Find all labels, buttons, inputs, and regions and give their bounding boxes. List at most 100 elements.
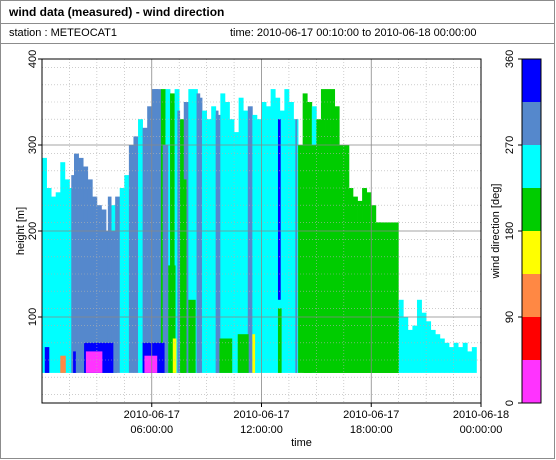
data-column-44	[243, 110, 249, 373]
data-column-93	[467, 351, 473, 373]
data-column-52	[279, 110, 285, 373]
x-tick-label-12-time: 12:00:00	[240, 424, 283, 436]
data-patch-16	[349, 222, 399, 373]
data-column-54	[288, 102, 294, 373]
data-column-51	[275, 97, 281, 373]
x-tick-label-24-time: 00:00:00	[460, 424, 503, 436]
data-column-23	[147, 106, 153, 373]
data-patch-11	[188, 299, 196, 373]
x-tick-label-18-time: 18:00:00	[350, 424, 393, 436]
data-column-28	[170, 93, 175, 373]
data-column-17	[119, 188, 125, 373]
info-bar: station : METEOCAT1 time: 2010-06-17 00:…	[1, 24, 554, 44]
x-tick-label-12-date: 2010-06-17	[233, 409, 289, 421]
data-column-86	[435, 334, 441, 373]
data-patch-0	[71, 175, 77, 373]
data-column-3	[55, 192, 61, 373]
colorbar-segment-2	[522, 274, 541, 317]
station-label: station : METEOCAT1	[9, 27, 117, 39]
data-patch-9	[168, 265, 176, 373]
data-column-87	[439, 338, 445, 373]
chart-title: wind data (measured) - wind direction	[9, 5, 225, 19]
colorbar-tick-label-180: 180	[504, 222, 516, 240]
data-patch-24	[172, 338, 177, 373]
data-patch-12	[219, 338, 233, 373]
time-range-label: time: 2010-06-17 00:10:00 to 2010-06-18 …	[230, 27, 477, 39]
data-column-45	[247, 106, 253, 373]
colorbar-tick-label-360: 360	[504, 50, 516, 68]
colorbar-tick-label-270: 270	[504, 136, 516, 154]
data-column-85	[430, 329, 436, 373]
x-axis-label: time	[291, 437, 312, 449]
data-column-81	[412, 325, 418, 373]
y-tick-label-400: 400	[27, 50, 39, 68]
data-column-89	[448, 347, 454, 373]
data-column-35	[202, 110, 207, 373]
data-column-80	[407, 329, 413, 373]
data-column-90	[453, 342, 459, 373]
colorbar: 0 90 180 270 360	[504, 50, 542, 406]
data-patch-22	[85, 351, 103, 373]
colorbar-tick-label-90: 90	[504, 311, 516, 323]
data-column-92	[462, 342, 468, 373]
colorbar-segment-7	[522, 59, 541, 102]
data-patch-14	[277, 308, 282, 373]
data-column-8	[78, 157, 84, 373]
data-column-47	[256, 119, 262, 373]
colorbar-segment-5	[522, 145, 541, 188]
data-column-48	[261, 102, 267, 373]
data-column-84	[426, 321, 432, 373]
data-patch-18	[73, 351, 76, 373]
data-column-4	[60, 162, 66, 373]
data-column-16	[115, 196, 121, 373]
data-patch-4	[162, 145, 169, 373]
colorbar-segment-3	[522, 231, 541, 274]
data-column-91	[458, 347, 464, 373]
data-patch-5	[177, 110, 181, 373]
y-axis-label: height [m]	[15, 207, 27, 255]
colorbar-segment-6	[522, 102, 541, 145]
data-column-49	[266, 106, 272, 373]
x-tick-label-18-date: 2010-06-17	[343, 409, 399, 421]
data-patch-2	[107, 196, 112, 373]
data-column-40	[224, 102, 230, 373]
data-column-5	[64, 179, 70, 373]
data-column-42	[234, 132, 240, 373]
data-patch-26	[60, 355, 66, 373]
data-column-46	[252, 114, 258, 373]
data-patch-7	[215, 110, 219, 373]
data-column-39	[220, 93, 226, 373]
data-column-79	[403, 317, 409, 373]
data-patch-25	[252, 334, 256, 373]
data-patch-15	[303, 145, 350, 373]
data-column-22	[142, 127, 148, 373]
data-column-0	[42, 157, 47, 373]
colorbar-segment-1	[522, 317, 541, 360]
data-patch-21	[277, 119, 281, 300]
data-patch-23	[144, 355, 158, 373]
data-column-78	[398, 299, 404, 373]
data-patch-6	[196, 93, 201, 373]
title-bar: wind data (measured) - wind direction	[1, 1, 554, 24]
data-column-19	[128, 145, 134, 373]
colorbar-label: wind direction [deg]	[490, 184, 502, 280]
x-tick-label-6-date: 2010-06-17	[124, 409, 180, 421]
colorbar-segment-0	[522, 360, 541, 403]
data-column-83	[421, 312, 427, 373]
data-patch-17	[44, 347, 50, 373]
data-column-56	[298, 145, 304, 373]
x-tick-label-24-date: 2010-06-18	[453, 409, 509, 421]
data-patch-13	[237, 334, 249, 373]
colorbar-segment-4	[522, 188, 541, 231]
colorbar-tick-label-0: 0	[504, 400, 516, 406]
data-column-2	[51, 196, 57, 373]
data-column-43	[238, 97, 244, 373]
data-column-20	[133, 136, 139, 373]
data-column-41	[229, 119, 235, 373]
data-patch-10	[181, 179, 187, 373]
data-column-1	[46, 188, 52, 373]
data-column-82	[416, 299, 422, 373]
y-tick-label-100: 100	[27, 308, 39, 326]
y-tick-label-200: 200	[27, 222, 39, 240]
